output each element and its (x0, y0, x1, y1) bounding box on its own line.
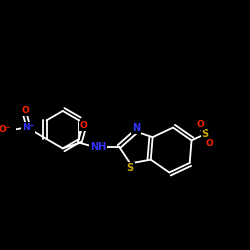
Text: S: S (126, 163, 134, 173)
Text: O: O (21, 106, 29, 116)
Text: N⁺: N⁺ (22, 123, 34, 132)
Text: O: O (80, 122, 87, 130)
Text: S: S (202, 129, 209, 139)
Text: N: N (132, 123, 140, 133)
Text: O: O (197, 120, 204, 129)
Text: O: O (206, 139, 213, 148)
Text: NH: NH (90, 142, 106, 152)
Text: O⁻: O⁻ (0, 125, 11, 134)
